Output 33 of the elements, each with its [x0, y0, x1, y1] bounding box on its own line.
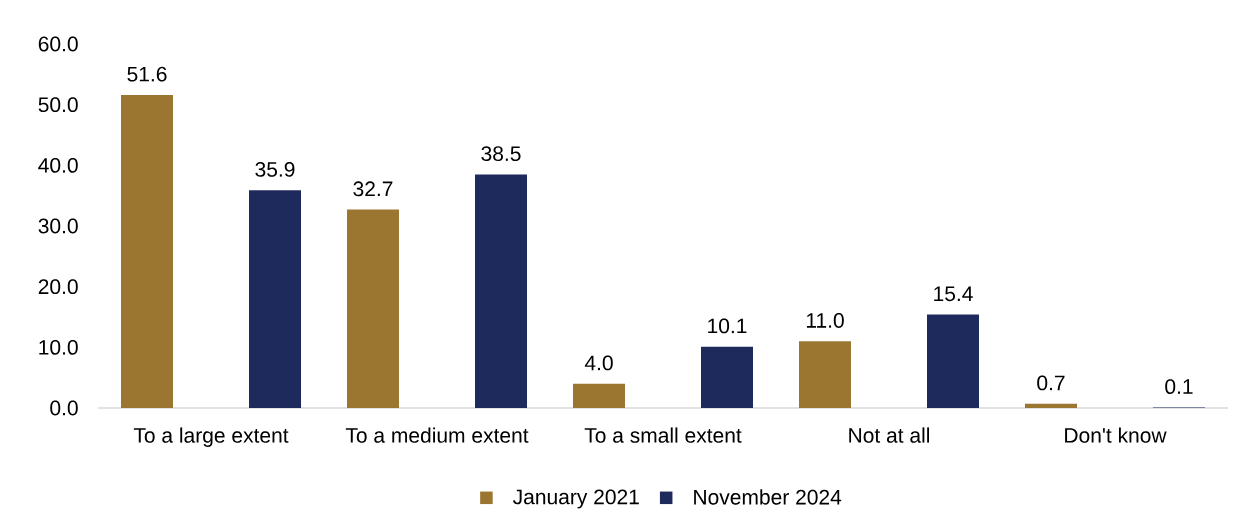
x-tick-label: Not at all — [849, 427, 930, 443]
bar — [701, 346, 754, 408]
bar — [249, 190, 302, 408]
y-tick-label: 20.0 — [38, 279, 78, 295]
legend-label: November 2024 — [694, 489, 842, 505]
y-tick-label: 60.0 — [38, 36, 78, 52]
bar — [573, 383, 626, 408]
y-tick-label: 10.0 — [39, 339, 78, 355]
y-tick-label: 50.0 — [38, 97, 78, 113]
bar — [121, 94, 174, 408]
x-tick-label: To a small extent — [584, 427, 742, 443]
data-label: 4.0 — [584, 355, 613, 371]
data-label: 32.7 — [353, 181, 393, 197]
data-label: 15.4 — [934, 286, 973, 302]
x-tick-label: Don't know — [1065, 427, 1167, 443]
data-label: 11.0 — [806, 313, 844, 328]
y-tick-label: 40.0 — [38, 157, 78, 173]
data-label: 0.7 — [1037, 375, 1065, 391]
data-label: 51.6 — [127, 66, 167, 82]
bar — [1025, 403, 1077, 408]
data-label: 0.1 — [1165, 379, 1193, 395]
bar — [799, 341, 852, 408]
bar — [347, 209, 400, 408]
x-tick-label: To a large extent — [133, 427, 289, 447]
x-tick-label: To a medium extent — [345, 427, 529, 443]
data-label: 10.1 — [708, 318, 747, 334]
bar — [475, 174, 528, 408]
data-label: 38.5 — [481, 146, 521, 162]
data-label: 35.9 — [255, 161, 295, 177]
y-tick-label: 0.0 — [50, 400, 78, 416]
bar — [927, 314, 980, 408]
legend-label: January 2021 — [512, 489, 639, 509]
y-tick-label: 30.0 — [38, 218, 78, 234]
